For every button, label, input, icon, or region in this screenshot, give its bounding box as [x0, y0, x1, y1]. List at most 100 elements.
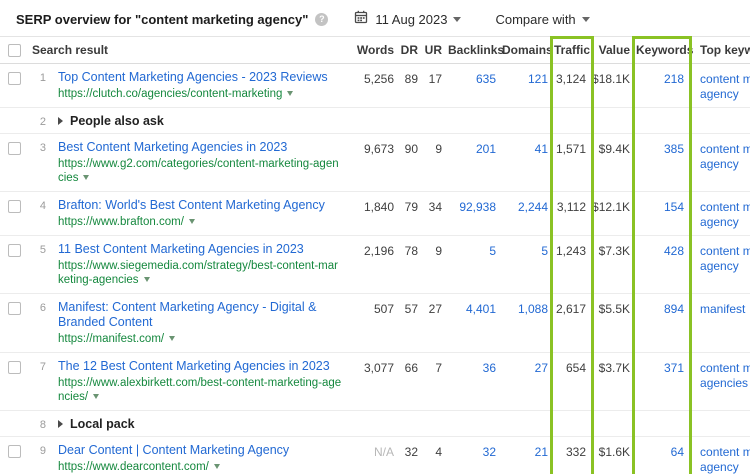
url-dropdown-caret-icon[interactable]: [287, 91, 294, 96]
result-title-link[interactable]: Brafton: World's Best Content Marketing …: [58, 198, 325, 212]
col-header-traffic[interactable]: Traffic: [554, 36, 593, 64]
result-title-link[interactable]: The 12 Best Content Marketing Agencies i…: [58, 359, 330, 373]
cell-backlinks[interactable]: 92,938: [448, 191, 503, 236]
result-url-link[interactable]: https://www.dearcontent.com/: [58, 461, 209, 473]
cell-keywords[interactable]: 64: [636, 436, 691, 474]
cell-value: $12.1K: [592, 191, 637, 236]
cell-top-keyword[interactable]: content marketing agency: [690, 436, 750, 474]
cell-top-keyword[interactable]: content marketing agency: [690, 191, 750, 236]
cell-keywords[interactable]: 428: [636, 235, 691, 294]
compare-with-dropdown[interactable]: Compare with: [495, 12, 590, 27]
row-number: 2: [30, 107, 56, 134]
cell-keywords[interactable]: 371: [636, 352, 691, 411]
expand-arrow-icon: [58, 420, 63, 428]
cell-backlinks[interactable]: 201: [448, 133, 503, 192]
col-header-dr[interactable]: DR: [400, 36, 425, 64]
col-header-keywords[interactable]: Keywords: [636, 36, 693, 64]
row-checkbox-cell: [0, 133, 30, 192]
cell-dr: 57: [400, 293, 425, 353]
cell-domains[interactable]: 41: [502, 133, 555, 192]
cell-traffic: 1,571: [554, 133, 593, 192]
row-number: 4: [30, 191, 56, 236]
cell-traffic: 3,124: [554, 63, 593, 108]
cell-backlinks[interactable]: 36: [448, 352, 503, 411]
row-checkbox[interactable]: [8, 445, 21, 458]
cell-words: 5,256: [352, 63, 401, 108]
cell-backlinks[interactable]: 5: [448, 235, 503, 294]
page-title: SERP overview for "content marketing age…: [16, 11, 309, 27]
result-title-link[interactable]: Dear Content | Content Marketing Agency: [58, 443, 290, 457]
cell-keywords[interactable]: 385: [636, 133, 691, 192]
cell-ur: 9: [424, 133, 449, 192]
row-number: 6: [30, 293, 56, 353]
cell-domains[interactable]: 2,244: [502, 191, 555, 236]
cell-domains[interactable]: 121: [502, 63, 555, 108]
cell-backlinks[interactable]: 32: [448, 436, 503, 474]
col-header-top-keyword[interactable]: Top keyword: [690, 36, 750, 64]
result-title-link[interactable]: Manifest: Content Marketing Agency - Dig…: [58, 300, 317, 329]
result-title-link[interactable]: Best Content Marketing Agencies in 2023: [58, 140, 288, 154]
cell-top-keyword[interactable]: content marketing agency: [690, 235, 750, 294]
serp-feature-label[interactable]: People also ask: [70, 114, 164, 128]
col-header-value[interactable]: Value: [592, 36, 637, 64]
cell-domains[interactable]: 21: [502, 436, 555, 474]
col-header-backlinks[interactable]: Backlinks: [448, 36, 504, 64]
cell-backlinks[interactable]: 4,401: [448, 293, 503, 353]
row-checkbox-cell: [0, 107, 30, 134]
row-checkbox[interactable]: [8, 244, 21, 257]
row-checkbox[interactable]: [8, 200, 21, 213]
row-checkbox[interactable]: [8, 302, 21, 315]
result-url-link[interactable]: https://www.siegemedia.com/strategy/best…: [58, 260, 338, 286]
url-dropdown-caret-icon[interactable]: [213, 464, 220, 469]
result-url: https://www.siegemedia.com/strategy/best…: [58, 259, 342, 287]
result-url-link[interactable]: https://www.alexbirkett.com/best-content…: [58, 377, 342, 403]
row-checkbox-cell: [0, 410, 30, 437]
serp-feature-label[interactable]: Local pack: [70, 417, 135, 431]
cell-ur: 4: [424, 436, 449, 474]
cell-value: $5.5K: [592, 293, 637, 353]
row-checkbox[interactable]: [8, 361, 21, 374]
help-icon[interactable]: ?: [315, 12, 329, 26]
url-dropdown-caret-icon[interactable]: [169, 336, 176, 341]
cell-top-keyword[interactable]: content marketing agency: [690, 63, 750, 108]
cell-dr: 66: [400, 352, 425, 411]
url-dropdown-caret-icon[interactable]: [83, 175, 90, 180]
url-dropdown-caret-icon[interactable]: [143, 277, 150, 282]
result-url-link[interactable]: https://www.brafton.com/: [58, 216, 184, 228]
cell-domains[interactable]: 5: [502, 235, 555, 294]
cell-domains[interactable]: 27: [502, 352, 555, 411]
date-picker[interactable]: 11 Aug 2023: [354, 10, 462, 29]
row-number: 8: [30, 410, 56, 437]
col-header-ur[interactable]: UR: [424, 36, 449, 64]
cell-keywords[interactable]: 218: [636, 63, 691, 108]
url-dropdown-caret-icon[interactable]: [93, 394, 100, 399]
cell-top-keyword[interactable]: content marketing agencies: [690, 352, 750, 411]
result-url-link[interactable]: https://manifest.com/: [58, 333, 165, 345]
result-url: https://www.dearcontent.com/: [58, 460, 342, 474]
col-header-domains[interactable]: Domains: [502, 36, 555, 64]
result-url-link[interactable]: https://clutch.co/agencies/content-marke…: [58, 88, 283, 100]
search-result-cell: Manifest: Content Marketing Agency - Dig…: [56, 293, 353, 353]
cell-keywords[interactable]: 154: [636, 191, 691, 236]
result-url-link[interactable]: https://www.g2.com/categories/content-ma…: [58, 158, 339, 184]
col-header-search-result[interactable]: Search result: [30, 36, 353, 64]
cell-domains[interactable]: 1,088: [502, 293, 555, 353]
url-dropdown-caret-icon[interactable]: [188, 219, 195, 224]
cell-value: $1.6K: [592, 436, 637, 474]
cell-backlinks[interactable]: 635: [448, 63, 503, 108]
result-row: 4 Brafton: World's Best Content Marketing…: [0, 191, 750, 236]
cell-top-keyword[interactable]: manifest: [690, 293, 750, 353]
cell-top-keyword[interactable]: content marketing agency: [690, 133, 750, 192]
row-checkbox[interactable]: [8, 72, 21, 85]
row-checkbox[interactable]: [8, 142, 21, 155]
result-url: https://www.brafton.com/: [58, 215, 342, 229]
select-all-cell: [0, 36, 30, 64]
select-all-checkbox[interactable]: [8, 43, 21, 57]
result-title-link[interactable]: 11 Best Content Marketing Agencies in 20…: [58, 242, 304, 256]
result-row: 1 Top Content Marketing Agencies - 2023 R…: [0, 63, 750, 108]
cell-keywords[interactable]: 894: [636, 293, 691, 353]
cell-value: $3.7K: [592, 352, 637, 411]
result-url: https://www.alexbirkett.com/best-content…: [58, 376, 342, 404]
result-title-link[interactable]: Top Content Marketing Agencies - 2023 Re…: [58, 70, 328, 84]
col-header-words[interactable]: Words: [352, 36, 401, 64]
